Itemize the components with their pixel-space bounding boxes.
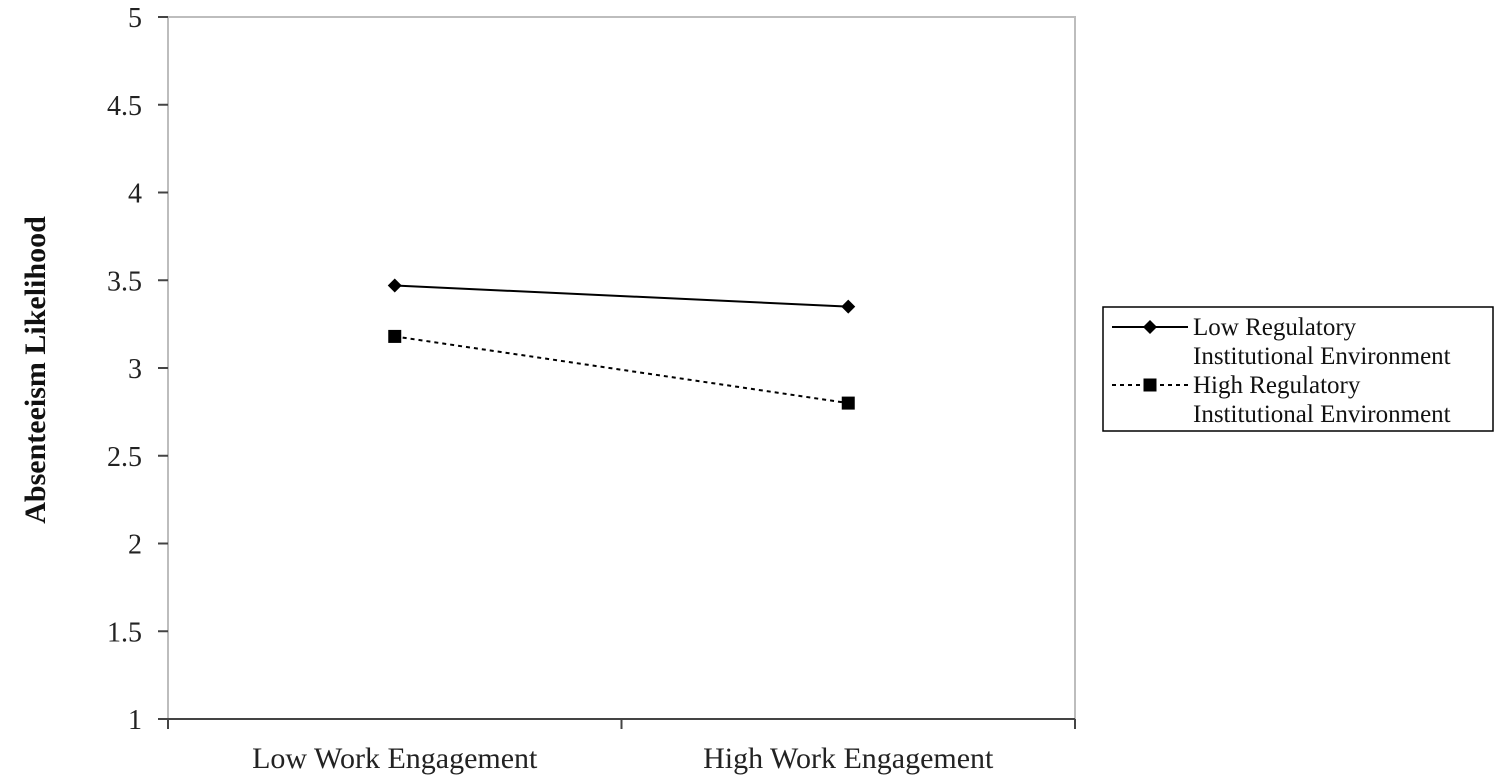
y-tick-label: 3	[128, 354, 142, 385]
square-marker	[841, 396, 855, 410]
legend-label: Low Regulatory	[1193, 314, 1357, 341]
y-axis: 1 1.5 2 2.5 3 3.5 4 4.5 5	[107, 3, 168, 736]
series-line	[394, 335, 849, 405]
series-layer	[387, 278, 856, 410]
y-tick-label: 2	[128, 530, 142, 561]
y-tick-label: 4.5	[107, 91, 142, 122]
series-1	[388, 329, 855, 410]
diamond-marker	[387, 278, 402, 293]
y-tick-label: 5	[128, 3, 142, 34]
legend-label: Institutional Environment	[1193, 401, 1451, 428]
series-line	[394, 284, 849, 308]
x-category-label: Low Work Engagement	[252, 742, 538, 775]
y-tick-label: 3.5	[107, 266, 142, 297]
plot-frame	[167, 16, 1076, 720]
x-axis: Low Work Engagement High Work Engagement	[167, 718, 1076, 775]
y-tick-label: 1.5	[107, 617, 142, 648]
square-marker	[1143, 378, 1157, 392]
legend-label: High Regulatory	[1193, 372, 1361, 399]
diamond-marker	[1143, 320, 1157, 334]
series-0	[387, 278, 856, 314]
x-category-label: High Work Engagement	[703, 742, 994, 775]
diamond-marker	[841, 299, 856, 314]
y-tick-label: 1	[128, 705, 142, 736]
y-axis-title: Absenteeism Likelihood	[19, 216, 52, 524]
square-marker	[388, 329, 402, 343]
y-tick-label: 4	[128, 179, 142, 210]
legend-label: Institutional Environment	[1193, 343, 1451, 370]
y-tick-label: 2.5	[107, 442, 142, 473]
